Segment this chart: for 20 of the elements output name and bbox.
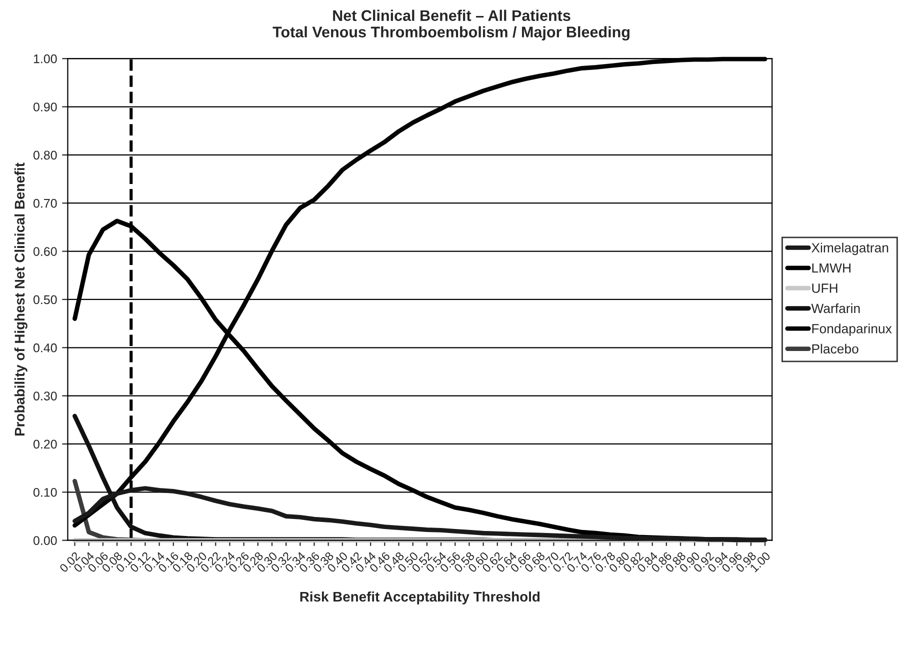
y-tick-label: 0.60: [33, 247, 57, 256]
legend-label: Warfarin: [811, 303, 860, 314]
y-tick-label: 0.30: [33, 392, 57, 400]
x-axis-title: Risk Benefit Acceptability Threshold: [300, 591, 540, 604]
y-tick-label: 1.00: [34, 54, 57, 64]
y-tick-label: 0.80: [33, 150, 57, 160]
y-axis-title: Probability of Highest Net Clinical Benefit: [14, 162, 28, 436]
y-tick-label: 0.20: [33, 440, 57, 449]
legend-label: Ximelagatran: [812, 242, 888, 256]
chart-title: Net Clinical Benefit – All Patients Total Venous Thromboembolism / Major Bleeding: [272, 10, 630, 41]
legend-label: Fondaparinux: [812, 324, 892, 336]
y-tick-label: 0.10: [33, 488, 57, 497]
y-tick-label: 0.40: [33, 343, 57, 352]
y-tick-label: 0.00: [33, 536, 57, 545]
legend-label: LMWH: [812, 263, 850, 273]
y-tick-label: 0.50: [33, 295, 57, 304]
y-tick-label: 0.90: [33, 102, 57, 112]
legend-label: UFH: [812, 284, 838, 293]
legend-label: Placebo: [812, 344, 858, 354]
y-tick-label: 0.70: [33, 198, 57, 208]
